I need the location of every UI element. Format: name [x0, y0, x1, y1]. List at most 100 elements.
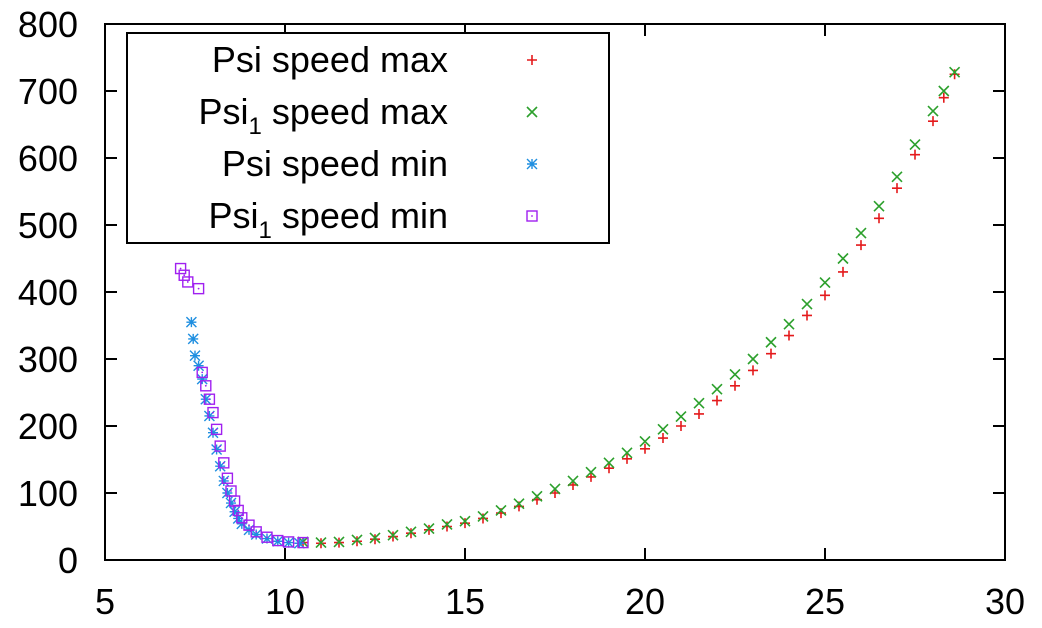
data-point	[214, 440, 226, 452]
data-point	[193, 360, 205, 372]
data-point	[711, 383, 723, 395]
data-point	[221, 472, 234, 484]
data-point	[604, 463, 614, 474]
data-point	[531, 490, 543, 502]
legend-marker	[526, 210, 538, 222]
data-point-center	[266, 536, 268, 539]
data-point	[783, 318, 795, 330]
data-point	[949, 66, 961, 78]
data-point	[293, 537, 305, 549]
data-point	[938, 85, 950, 97]
data-point-center	[240, 516, 243, 519]
data-point-center	[219, 445, 222, 447]
data-point	[423, 522, 435, 535]
data-point-center	[233, 500, 236, 502]
data-point-center	[212, 411, 214, 414]
data-point	[712, 395, 722, 406]
data-point	[232, 512, 244, 524]
data-point	[693, 397, 705, 409]
data-point	[261, 533, 273, 545]
data-point	[225, 497, 237, 509]
data-point	[621, 447, 633, 459]
data-point	[837, 252, 849, 265]
data-point	[603, 457, 615, 469]
y-tick-label: 300	[18, 339, 78, 380]
data-point	[210, 423, 223, 436]
data-point	[729, 368, 741, 380]
data-point	[405, 526, 417, 538]
series-2	[297, 66, 961, 549]
data-point	[243, 519, 255, 531]
x-tick-label: 10	[265, 581, 305, 622]
data-point-center	[186, 281, 189, 283]
data-point	[585, 466, 597, 478]
data-point	[586, 471, 596, 482]
data-point	[567, 475, 579, 487]
data-point	[182, 276, 194, 288]
series-3	[185, 316, 305, 549]
data-point	[765, 336, 777, 348]
data-point	[819, 277, 831, 289]
data-point	[747, 353, 759, 365]
data-point	[214, 460, 226, 472]
data-point-center	[230, 490, 232, 492]
data-point	[459, 515, 471, 527]
legend-label: Psi1 speed min	[209, 195, 448, 244]
legend-marker	[527, 55, 537, 65]
data-point	[236, 512, 248, 524]
data-point	[874, 213, 884, 224]
data-point-center	[276, 539, 279, 542]
data-point	[388, 531, 398, 542]
data-point	[639, 435, 651, 447]
y-tick-label: 600	[18, 138, 78, 179]
data-point	[856, 240, 866, 251]
series-1	[298, 69, 960, 549]
data-point-center	[204, 384, 207, 387]
data-point	[387, 529, 399, 541]
data-point	[315, 537, 327, 549]
x-tick-label: 30	[985, 581, 1025, 622]
data-point	[784, 330, 794, 341]
data-point	[189, 350, 201, 362]
data-point-center	[237, 509, 240, 512]
data-point	[748, 365, 758, 376]
data-point	[200, 393, 212, 405]
data-point	[211, 443, 223, 455]
data-point	[658, 433, 668, 444]
y-tick-label: 100	[18, 473, 78, 514]
data-point	[174, 262, 187, 275]
legend-label: Psi speed max	[212, 39, 448, 80]
data-point	[203, 393, 216, 405]
legend-marker-center	[531, 215, 533, 217]
data-point	[221, 487, 233, 499]
legend-box	[126, 32, 610, 244]
data-point	[838, 266, 848, 277]
data-point	[460, 518, 470, 529]
data-point	[272, 534, 284, 547]
data-point	[218, 475, 230, 487]
data-point-center	[287, 541, 290, 543]
data-point	[855, 227, 867, 239]
data-point-center	[255, 530, 258, 533]
data-point	[495, 504, 507, 516]
data-point	[196, 366, 208, 379]
data-point	[928, 116, 938, 127]
data-point	[424, 524, 434, 535]
y-tick-label: 0	[58, 540, 78, 581]
data-point-center	[201, 371, 204, 374]
data-point	[187, 333, 199, 345]
data-point	[282, 536, 295, 548]
data-point	[207, 427, 219, 439]
data-point	[801, 298, 813, 310]
data-point	[478, 513, 488, 524]
x-tick-label: 15	[445, 581, 485, 622]
data-point	[513, 498, 525, 510]
data-point	[232, 504, 244, 517]
data-point	[196, 373, 208, 385]
data-point-center	[183, 274, 186, 277]
data-point	[873, 200, 885, 212]
data-point	[351, 534, 363, 546]
data-point	[207, 406, 219, 419]
data-point	[297, 536, 309, 549]
